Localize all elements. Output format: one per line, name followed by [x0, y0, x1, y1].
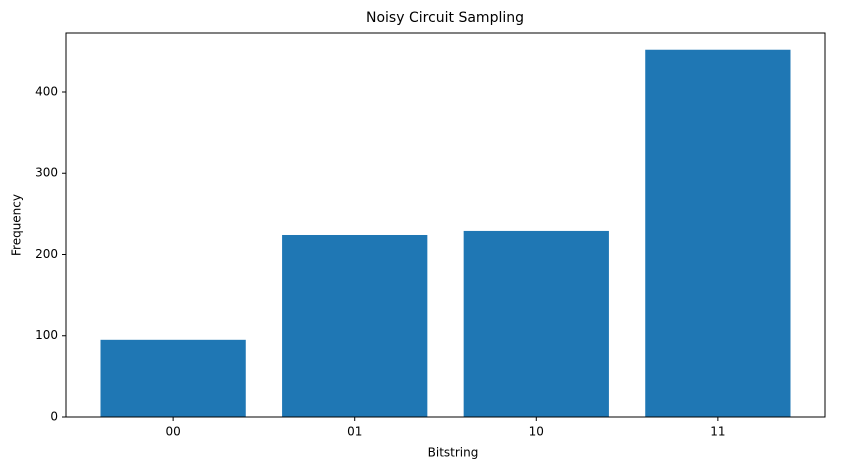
x-tick-label: 00: [165, 425, 180, 439]
plot-frame: [65, 32, 826, 418]
y-tick-label: 200: [35, 247, 58, 261]
bar: [100, 339, 246, 417]
chart-title: Noisy Circuit Sampling: [366, 10, 524, 26]
x-axis-label: Bitstring: [428, 446, 479, 460]
bar: [282, 234, 428, 417]
y-axis-label: Frequency: [10, 194, 24, 256]
bar: [645, 49, 791, 418]
bar: [463, 230, 609, 417]
y-tick-label: 300: [35, 166, 58, 180]
y-tick-label: 100: [35, 328, 58, 342]
y-tick-label: 400: [35, 84, 58, 98]
x-tick-label: 01: [347, 425, 362, 439]
x-tick-label: 10: [529, 425, 544, 439]
x-tick-label: 11: [710, 425, 725, 439]
y-tick-label: 0: [50, 410, 58, 424]
